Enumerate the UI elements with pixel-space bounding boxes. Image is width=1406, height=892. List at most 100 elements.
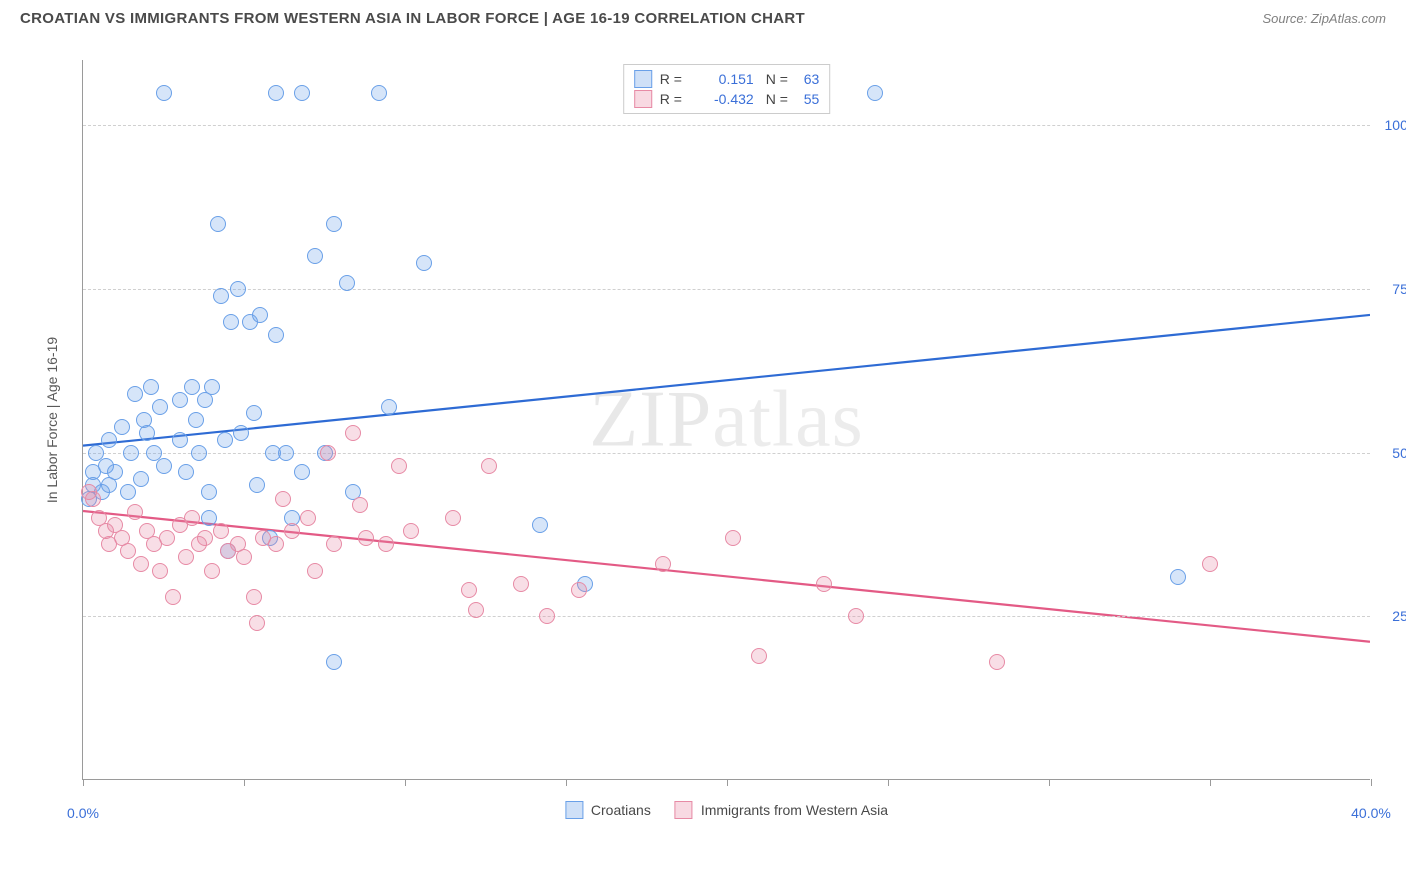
x-tick — [405, 779, 406, 786]
data-point — [391, 458, 407, 474]
legend-item: Immigrants from Western Asia — [675, 801, 888, 819]
chart-title: CROATIAN VS IMMIGRANTS FROM WESTERN ASIA… — [20, 10, 805, 27]
legend-row: R =-0.432N =55 — [634, 89, 820, 109]
data-point — [123, 445, 139, 461]
data-point — [445, 510, 461, 526]
data-point — [236, 549, 252, 565]
x-tick-label: 40.0% — [1351, 805, 1391, 821]
trend-lines — [83, 60, 1370, 779]
data-point — [152, 399, 168, 415]
y-tick-label: 100.0% — [1376, 117, 1406, 133]
data-point — [249, 477, 265, 493]
data-point — [204, 379, 220, 395]
x-tick — [566, 779, 567, 786]
data-point — [532, 517, 548, 533]
watermark-atlas: atlas — [712, 375, 864, 463]
x-tick — [727, 779, 728, 786]
legend-swatch — [634, 70, 652, 88]
data-point — [352, 497, 368, 513]
data-point — [197, 530, 213, 546]
data-point — [213, 288, 229, 304]
chart-source: Source: ZipAtlas.com — [1262, 11, 1386, 26]
data-point — [230, 281, 246, 297]
data-point — [751, 648, 767, 664]
data-point — [188, 412, 204, 428]
data-point — [172, 392, 188, 408]
x-tick — [1371, 779, 1372, 786]
legend-swatch — [565, 801, 583, 819]
watermark-zip: ZIP — [589, 375, 712, 463]
data-point — [278, 445, 294, 461]
gridline — [83, 616, 1370, 617]
data-point — [201, 484, 217, 500]
x-tick — [244, 779, 245, 786]
data-point — [275, 491, 291, 507]
data-point — [725, 530, 741, 546]
data-point — [191, 445, 207, 461]
data-point — [345, 425, 361, 441]
data-point — [249, 615, 265, 631]
data-point — [867, 85, 883, 101]
gridline — [83, 289, 1370, 290]
data-point — [178, 549, 194, 565]
r-label: R = — [660, 71, 690, 87]
data-point — [85, 491, 101, 507]
data-point — [127, 504, 143, 520]
data-point — [403, 523, 419, 539]
data-point — [300, 510, 316, 526]
x-tick — [1210, 779, 1211, 786]
n-value: 55 — [804, 91, 820, 107]
data-point — [461, 582, 477, 598]
x-tick — [1049, 779, 1050, 786]
y-axis-label: In Labor Force | Age 16-19 — [44, 337, 60, 503]
data-point — [339, 275, 355, 291]
legend-swatch — [675, 801, 693, 819]
data-point — [120, 484, 136, 500]
legend-item: Croatians — [565, 801, 651, 819]
r-label: R = — [660, 91, 690, 107]
x-tick — [83, 779, 84, 786]
data-point — [1170, 569, 1186, 585]
data-point — [159, 530, 175, 546]
data-point — [284, 523, 300, 539]
data-point — [655, 556, 671, 572]
correlation-legend: R =0.151N =63R =-0.432N =55 — [623, 64, 831, 114]
data-point — [816, 576, 832, 592]
data-point — [989, 654, 1005, 670]
chart-area: In Labor Force | Age 16-19 ZIPatlas R =0… — [50, 60, 1370, 810]
data-point — [481, 458, 497, 474]
data-point — [152, 563, 168, 579]
data-point — [172, 432, 188, 448]
data-point — [294, 464, 310, 480]
data-point — [233, 425, 249, 441]
data-point — [184, 510, 200, 526]
y-tick-label: 75.0% — [1376, 281, 1406, 297]
r-value: 0.151 — [698, 71, 754, 87]
data-point — [114, 419, 130, 435]
data-point — [294, 85, 310, 101]
data-point — [156, 458, 172, 474]
data-point — [165, 589, 181, 605]
r-value: -0.432 — [698, 91, 754, 107]
data-point — [326, 216, 342, 232]
data-point — [378, 536, 394, 552]
legend-swatch — [634, 90, 652, 108]
data-point — [513, 576, 529, 592]
data-point — [107, 464, 123, 480]
data-point — [204, 563, 220, 579]
data-point — [217, 432, 233, 448]
data-point — [223, 314, 239, 330]
data-point — [468, 602, 484, 618]
data-point — [252, 307, 268, 323]
data-point — [184, 379, 200, 395]
n-label: N = — [766, 71, 796, 87]
data-point — [246, 405, 262, 421]
data-point — [848, 608, 864, 624]
data-point — [133, 556, 149, 572]
data-point — [326, 536, 342, 552]
data-point — [268, 85, 284, 101]
chart-header: CROATIAN VS IMMIGRANTS FROM WESTERN ASIA… — [0, 0, 1406, 27]
data-point — [101, 432, 117, 448]
n-value: 63 — [804, 71, 820, 87]
data-point — [381, 399, 397, 415]
